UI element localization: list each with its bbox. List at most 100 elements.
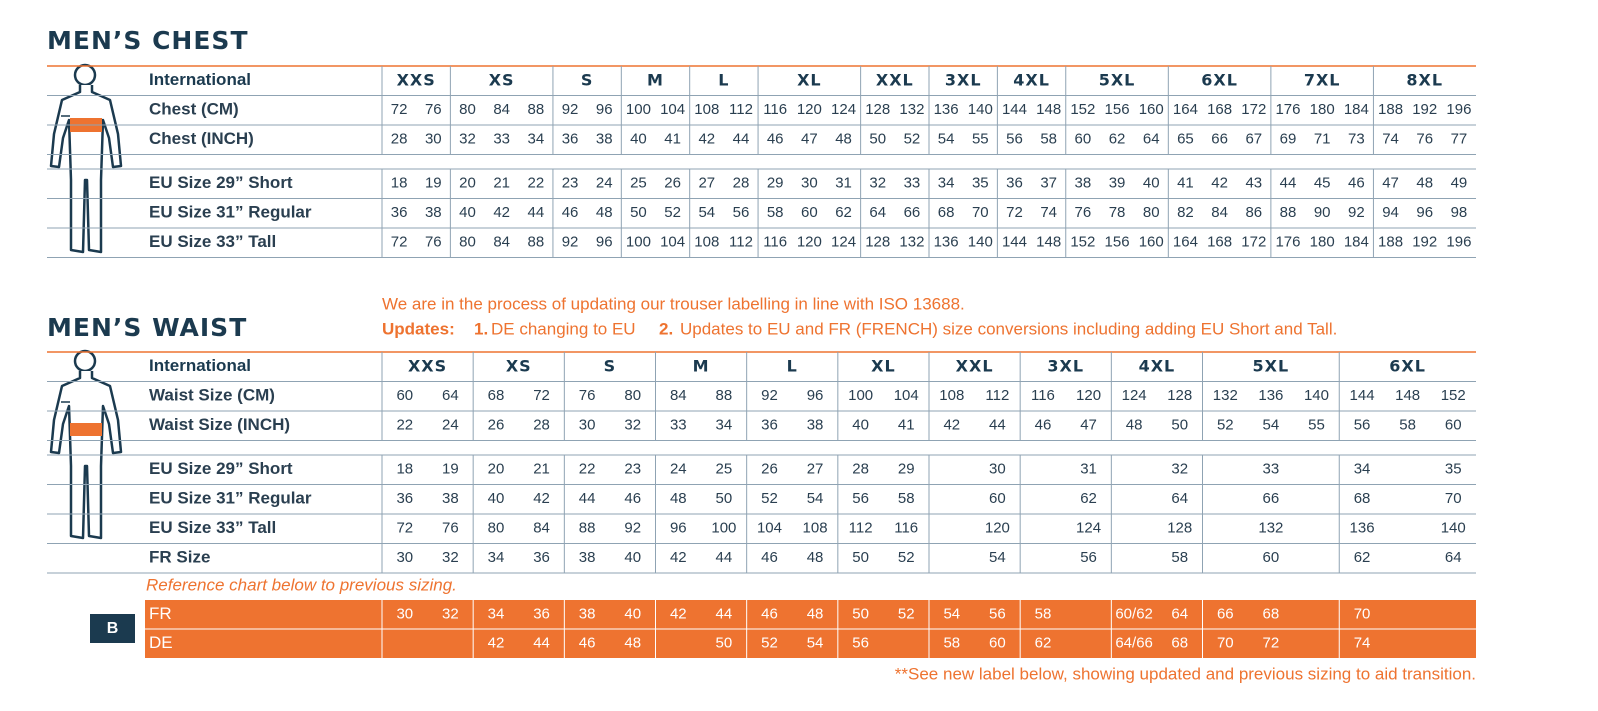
cell-value: 70 (1354, 605, 1371, 622)
cell-value: 144 (1350, 387, 1375, 404)
cell-value: 22 (528, 175, 545, 192)
cell-value: 52 (1217, 417, 1234, 434)
cell-value: 48 (624, 634, 641, 651)
cell-value: 45 (1314, 175, 1331, 192)
cell-value: 36 (562, 131, 579, 148)
cell-value: 124 (1122, 387, 1147, 404)
cell-value: 47 (1080, 417, 1097, 434)
row-label: EU Size 33” Tall (149, 518, 276, 537)
cell-value: 28 (533, 417, 550, 434)
cell-value: 52 (761, 634, 778, 651)
cell-value: 43 (1245, 175, 1262, 192)
cell-value: 30 (396, 549, 413, 566)
cell-value: 62 (1109, 131, 1126, 148)
cell-value: 136 (1350, 520, 1375, 537)
cell-value: 84 (670, 387, 687, 404)
cell-value: 116 (763, 234, 787, 251)
size-label: XS (489, 70, 515, 89)
cell-value: 77 (1451, 131, 1468, 148)
cell-value: 42 (670, 549, 687, 566)
cell-value: 21 (533, 461, 550, 478)
row-label: Chest (CM) (149, 100, 239, 119)
row-label: EU Size 31” Regular (149, 489, 312, 508)
size-label: L (787, 356, 798, 375)
cell-value: 46 (562, 204, 579, 221)
cell-value: 168 (1207, 234, 1232, 251)
cell-value: 54 (807, 634, 824, 651)
cell-value: 26 (664, 175, 681, 192)
cell-value: 40 (624, 549, 641, 566)
cell-value: 35 (1445, 461, 1462, 478)
cell-value: 100 (626, 234, 651, 251)
cell-value: 148 (1395, 387, 1420, 404)
cell-value: 54 (807, 490, 824, 507)
cell-value: 54 (989, 549, 1006, 566)
cell-value: 37 (1040, 175, 1057, 192)
cell-value: 58 (1171, 549, 1188, 566)
cell-value: 172 (1241, 101, 1266, 118)
cell-value: 46 (767, 131, 784, 148)
cell-value: 46 (761, 605, 778, 622)
cell-value: 34 (488, 605, 505, 622)
cell-value: 52 (664, 204, 681, 221)
cell-value: 70 (1445, 490, 1462, 507)
cell-value: 144 (1002, 234, 1027, 251)
cell-value: 172 (1241, 234, 1266, 251)
cell-value: 32 (869, 175, 886, 192)
cell-value: 33 (493, 131, 510, 148)
cell-value: 46 (1348, 175, 1365, 192)
cell-value: 108 (694, 234, 719, 251)
cell-value: 56 (733, 204, 750, 221)
cell-value: 33 (670, 417, 687, 434)
cell-value: 56 (989, 605, 1006, 622)
cell-value: 33 (904, 175, 921, 192)
cell-value: 36 (761, 417, 778, 434)
size-label: XXL (876, 70, 914, 89)
cell-value: 54 (698, 204, 715, 221)
cell-value: 104 (660, 234, 685, 251)
size-label: XL (797, 70, 822, 89)
cell-value: 60 (989, 490, 1006, 507)
update-number: 1. (474, 319, 488, 338)
cell-value: 44 (989, 417, 1006, 434)
cell-value: 42 (943, 417, 960, 434)
cell-value: 80 (488, 520, 505, 537)
size-label: 3XL (945, 70, 982, 89)
cell-value: 128 (865, 101, 890, 118)
cell-value: 72 (1263, 634, 1280, 651)
size-label: 7XL (1304, 70, 1341, 89)
row-label: Waist Size (INCH) (149, 415, 290, 434)
cell-value: 48 (807, 549, 824, 566)
cell-value: 48 (670, 490, 687, 507)
row-label: EU Size 29” Short (149, 173, 293, 192)
cell-value: 44 (528, 204, 545, 221)
cell-value: 46 (761, 549, 778, 566)
cell-value: 34 (488, 549, 505, 566)
cell-value: 32 (442, 605, 459, 622)
cell-value: 148 (1036, 234, 1061, 251)
cell-value: 69 (1280, 131, 1297, 148)
cell-value: 120 (797, 234, 822, 251)
cell-value: 124 (1076, 520, 1101, 537)
cell-value: 80 (459, 101, 476, 118)
cell-value: 60 (989, 634, 1006, 651)
cell-value: 32 (442, 549, 459, 566)
cell-value: 20 (459, 175, 476, 192)
cell-value: 100 (626, 101, 651, 118)
cell-value: 152 (1070, 101, 1095, 118)
cell-value: 34 (1354, 461, 1371, 478)
cell-value: 44 (716, 549, 733, 566)
cell-value: 74 (1382, 131, 1399, 148)
cell-value: 98 (1451, 204, 1468, 221)
size-label: 5XL (1099, 70, 1136, 89)
cell-value: 136 (934, 234, 959, 251)
cell-value: 140 (968, 101, 993, 118)
cell-value: 36 (533, 605, 550, 622)
size-label: XL (871, 356, 896, 375)
row-label: EU Size 33” Tall (149, 232, 276, 251)
cell-value: 70 (1217, 634, 1234, 651)
cell-value: 72 (391, 234, 408, 251)
size-label: M (647, 70, 664, 89)
cell-value: 60 (396, 387, 413, 404)
update-text: Updates to EU and FR (FRENCH) size conve… (680, 319, 1337, 338)
